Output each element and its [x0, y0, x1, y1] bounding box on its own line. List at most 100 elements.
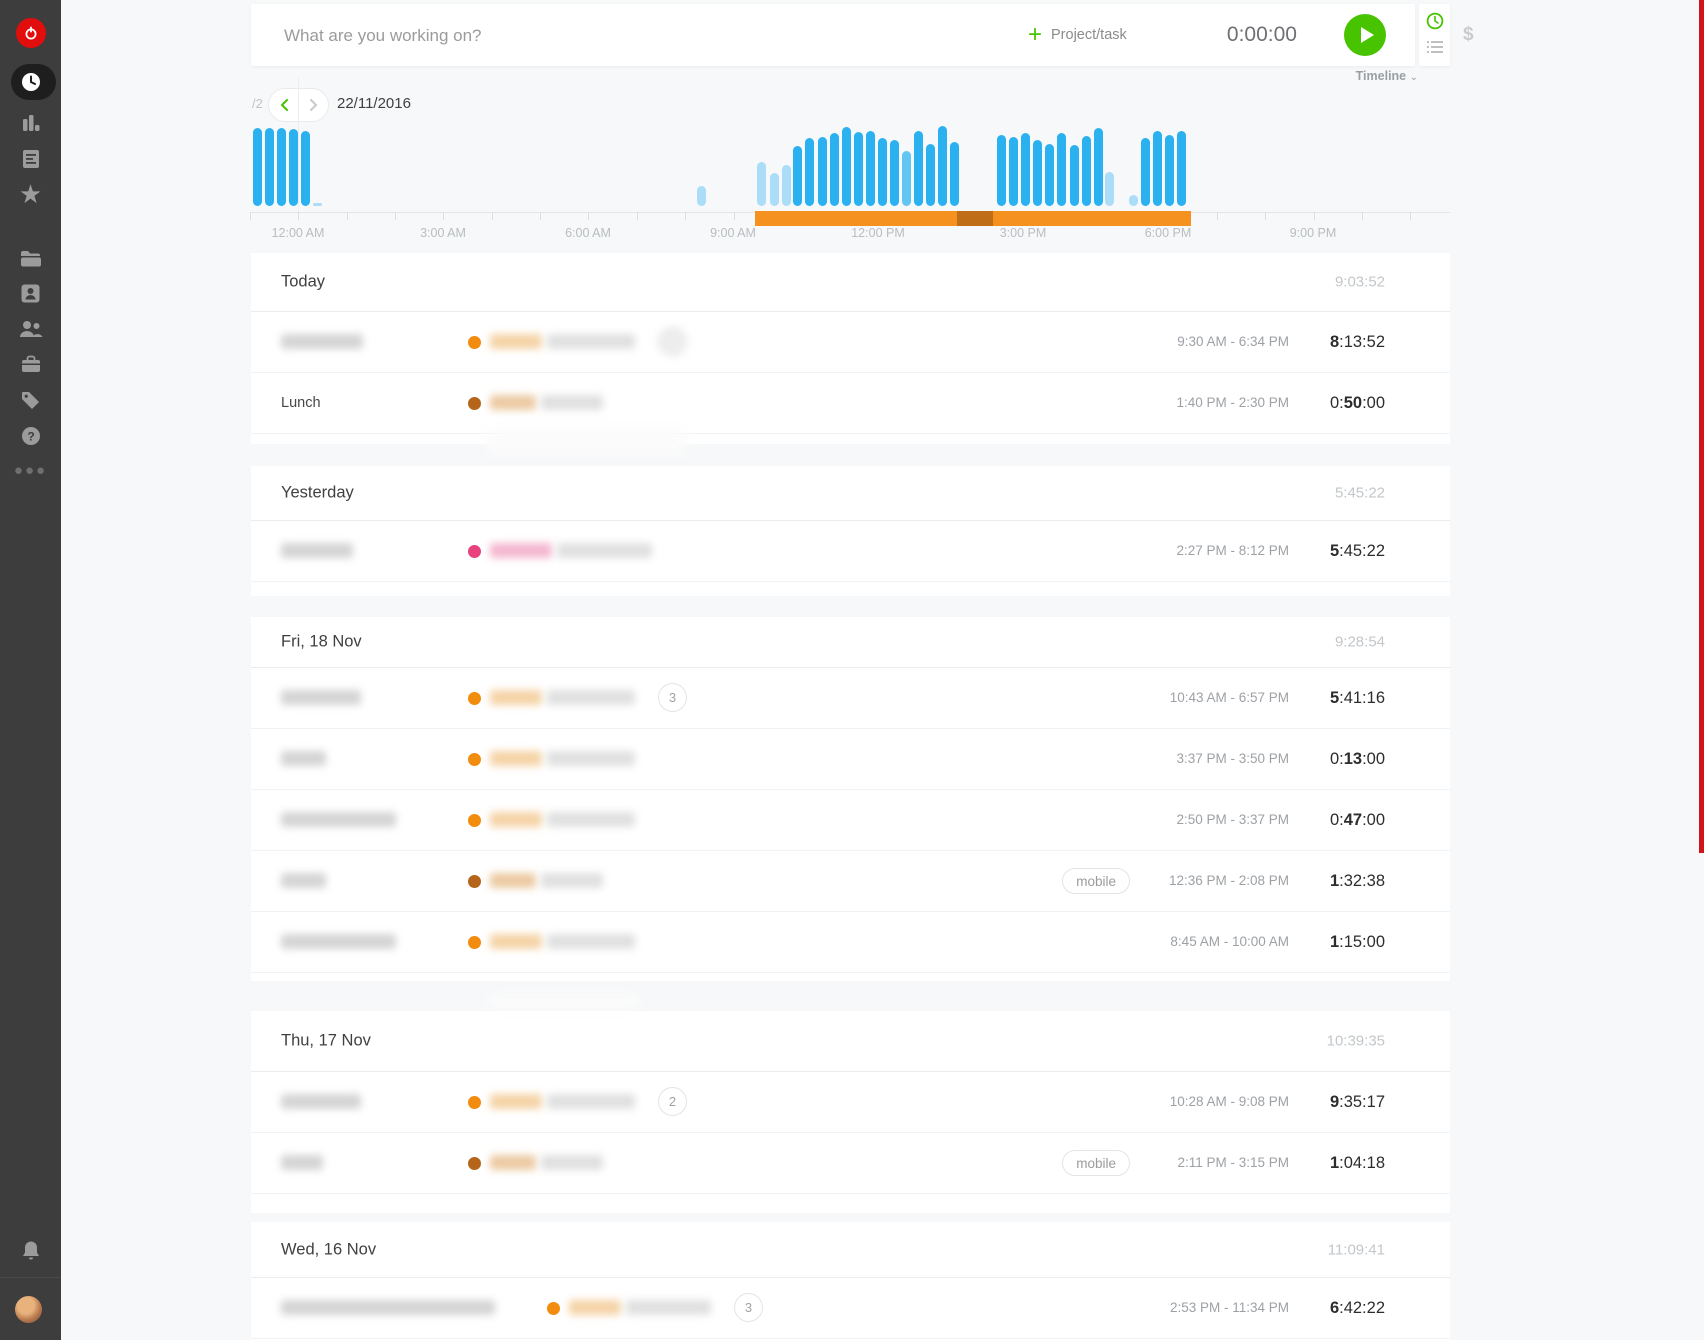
- sidebar-item-help[interactable]: ?: [0, 418, 61, 454]
- axis-tick: [636, 212, 638, 220]
- bell-icon: [21, 1240, 41, 1261]
- entry-description: Lunch: [281, 395, 321, 411]
- client-name-blur: [541, 873, 603, 888]
- sidebar-item-timer[interactable]: [0, 64, 61, 100]
- sidebar-item-team[interactable]: [0, 311, 61, 347]
- axis-tick: [491, 212, 493, 220]
- sidebar-divider: [0, 1277, 61, 1278]
- time-entry-row[interactable]: 3 10:43 AM - 6:57 PM 5:41:16: [251, 668, 1450, 729]
- entry-count-badge[interactable]: 2: [658, 1087, 687, 1116]
- previous-day-button[interactable]: [269, 89, 298, 121]
- tracked-time-segment: [755, 211, 957, 226]
- start-timer-button[interactable]: [1344, 14, 1386, 56]
- project-task-label: Project/task: [1051, 27, 1127, 43]
- activity-bar: [1141, 138, 1150, 206]
- timer-bar: + Project/task $ 0:00:00: [251, 4, 1474, 66]
- user-avatar[interactable]: [15, 1296, 42, 1323]
- entry-time-range: 8:45 AM - 10:00 AM: [1170, 934, 1289, 949]
- sidebar-item-projects[interactable]: [0, 240, 61, 276]
- ellipsis-icon: ●●●: [13, 461, 48, 479]
- toggl-logo-button[interactable]: [0, 15, 61, 51]
- timer-mode-button[interactable]: [1419, 9, 1450, 37]
- timer-display: 0:00:00: [1226, 23, 1297, 46]
- clock-icon: [20, 71, 42, 93]
- time-entry-row[interactable]: 3:37 PM - 3:50 PM 0:13:00: [251, 729, 1450, 790]
- tag-badge[interactable]: mobile: [1062, 1150, 1130, 1176]
- document-icon: [22, 149, 40, 169]
- entry-description-blur: [281, 751, 326, 766]
- time-entry-row[interactable]: mobile 2:11 PM - 3:15 PM 1:04:18: [251, 1133, 1450, 1194]
- billable-toggle[interactable]: $: [1463, 4, 1474, 66]
- sidebar-item-insights[interactable]: [0, 141, 61, 177]
- activity-bar: [805, 138, 814, 206]
- activity-bar: [757, 162, 766, 206]
- activity-bar: [818, 137, 827, 206]
- axis-label: 3:00 AM: [420, 226, 466, 240]
- axis-tick: [1265, 212, 1267, 220]
- entry-duration: 0:50:00: [1329, 394, 1385, 412]
- time-entry-row[interactable]: 9:30 AM - 6:34 PM 8:13:52: [251, 312, 1450, 373]
- activity-bar: [1082, 136, 1091, 206]
- project-name-blur: [490, 812, 542, 827]
- bar-chart-icon: [21, 113, 41, 133]
- scrollbar-thumb[interactable]: [1699, 0, 1704, 853]
- add-project-task-button[interactable]: + Project/task: [1028, 4, 1127, 66]
- entry-time-range: 10:28 AM - 9:08 PM: [1169, 1094, 1289, 1109]
- project-dot: [468, 875, 481, 888]
- project-name-blur: [490, 334, 542, 349]
- day-total-duration: 9:03:52: [1334, 273, 1385, 291]
- time-entry-row[interactable]: 3 2:53 PM - 11:34 PM 6:42:22: [251, 1278, 1450, 1339]
- entry-count-badge[interactable]: 3: [734, 1293, 763, 1322]
- day-boundary-line: [298, 78, 299, 212]
- power-icon: [15, 18, 46, 48]
- day-section: Today 9:03:52 9:30 AM - 6:34 PM 8:13:52 Lunc…: [251, 253, 1450, 444]
- project-name-blur: [490, 934, 542, 949]
- sidebar-item-reports[interactable]: [0, 105, 61, 141]
- time-entry-row[interactable]: Lunch 1:40 PM - 2:30 PM 0:50:00: [251, 373, 1450, 434]
- sidebar-item-notifications[interactable]: [0, 1232, 61, 1268]
- dollar-icon: $: [1463, 24, 1474, 45]
- entry-time-range: 2:11 PM - 3:15 PM: [1177, 1155, 1289, 1170]
- redacted-blur-artifact: [486, 993, 641, 1009]
- sidebar-item-more[interactable]: ●●●: [0, 452, 61, 488]
- entry-count-badge[interactable]: 3: [658, 683, 687, 712]
- project-name-blur: [490, 1155, 536, 1170]
- day-title: Fri, 18 Nov: [281, 632, 362, 651]
- time-entry-row[interactable]: 2:27 PM - 8:12 PM 5:45:22: [251, 521, 1450, 582]
- client-name-blur: [541, 395, 603, 410]
- axis-label: 6:00 PM: [1144, 226, 1192, 240]
- view-mode-dropdown[interactable]: Timeline ⌄: [1336, 69, 1418, 87]
- activity-bar: [1153, 131, 1162, 206]
- activity-bar: [301, 131, 310, 206]
- tag-badge[interactable]: mobile: [1062, 868, 1130, 894]
- axis-tick: [395, 212, 397, 220]
- time-entry-row[interactable]: 2:50 PM - 3:37 PM 0:47:00: [251, 790, 1450, 851]
- sidebar-item-workspaces[interactable]: [0, 346, 61, 382]
- activity-bar: [1057, 133, 1066, 206]
- axis-label: 6:00 AM: [565, 226, 611, 240]
- day-title: Yesterday: [281, 483, 354, 502]
- time-entry-row[interactable]: 8:45 AM - 10:00 AM 1:15:00: [251, 912, 1450, 973]
- activity-bar: [1070, 145, 1079, 206]
- activity-bar: [842, 127, 851, 206]
- axis-tick: [685, 212, 687, 220]
- activity-bar: [793, 146, 802, 206]
- manual-mode-button[interactable]: [1419, 35, 1450, 63]
- sidebar-item-saved-reports[interactable]: ★: [0, 176, 61, 212]
- briefcase-icon: [21, 355, 41, 373]
- axis-tick: [540, 212, 542, 220]
- day-section: Wed, 16 Nov 11:09:41 3 2:53 PM - 11:34 PM 6:…: [251, 1222, 1450, 1340]
- activity-bar: [277, 128, 286, 206]
- sidebar-item-tags[interactable]: [0, 382, 61, 418]
- entry-count-badge[interactable]: [658, 327, 687, 356]
- plus-icon: +: [1028, 21, 1043, 48]
- task-description-input[interactable]: [282, 18, 926, 54]
- day-title: Thu, 17 Nov: [281, 1031, 371, 1050]
- time-entry-row[interactable]: 2 10:28 AM - 9:08 PM 9:35:17: [251, 1072, 1450, 1133]
- timer-mode-panel: [1419, 4, 1450, 66]
- view-mode-label: Timeline: [1355, 69, 1407, 83]
- axis-label: 12:00 AM: [271, 226, 325, 240]
- sidebar-item-clients[interactable]: [0, 275, 61, 311]
- next-day-button[interactable]: [299, 89, 328, 121]
- time-entry-row[interactable]: mobile 12:36 PM - 2:08 PM 1:32:38: [251, 851, 1450, 912]
